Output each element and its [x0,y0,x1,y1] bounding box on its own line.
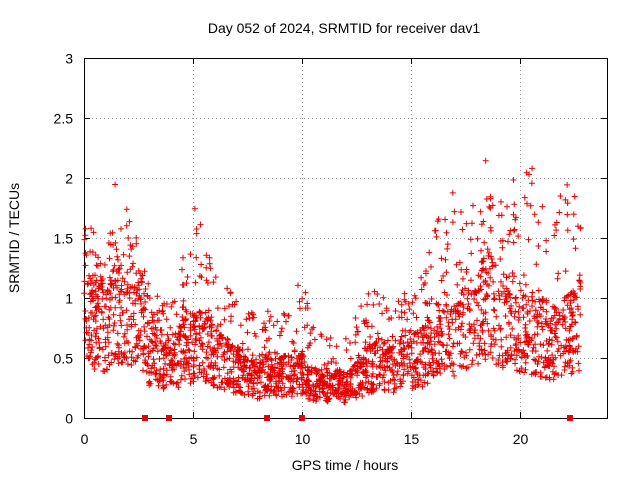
x-tick-label: 5 [190,431,198,447]
plot-frame [84,58,608,419]
y-tick-label: 2 [65,171,73,187]
chart-title: Day 052 of 2024, SRMTID for receiver dav… [208,20,481,36]
x-tick-label: 10 [295,431,311,447]
gap-marker [298,415,305,421]
y-axis: 0 0.5 1 1.5 2 2.5 3 [54,51,607,427]
gap-marker [566,415,573,421]
y-tick-label: 1.5 [54,231,74,247]
y-tick-label: 1 [65,291,73,307]
y-tick-label: 3 [65,51,73,67]
x-axis: 0 5 10 15 20 [81,58,529,447]
x-tick-label: 15 [404,431,420,447]
gap-markers [142,415,573,421]
x-axis-label: GPS time / hours [292,457,399,473]
x-tick-label: 20 [513,431,529,447]
gap-marker [165,415,172,421]
srmtid-point-cloud [81,157,584,406]
y-tick-label: 0.5 [54,351,74,367]
y-tick-label: 2.5 [54,111,74,127]
y-axis-label: SRMTID / TECUs [6,183,22,293]
gap-marker [264,415,271,421]
y-tick-label: 0 [65,411,73,427]
gap-marker [142,415,149,421]
x-tick-label: 0 [81,431,89,447]
srmtid-points [81,157,584,406]
